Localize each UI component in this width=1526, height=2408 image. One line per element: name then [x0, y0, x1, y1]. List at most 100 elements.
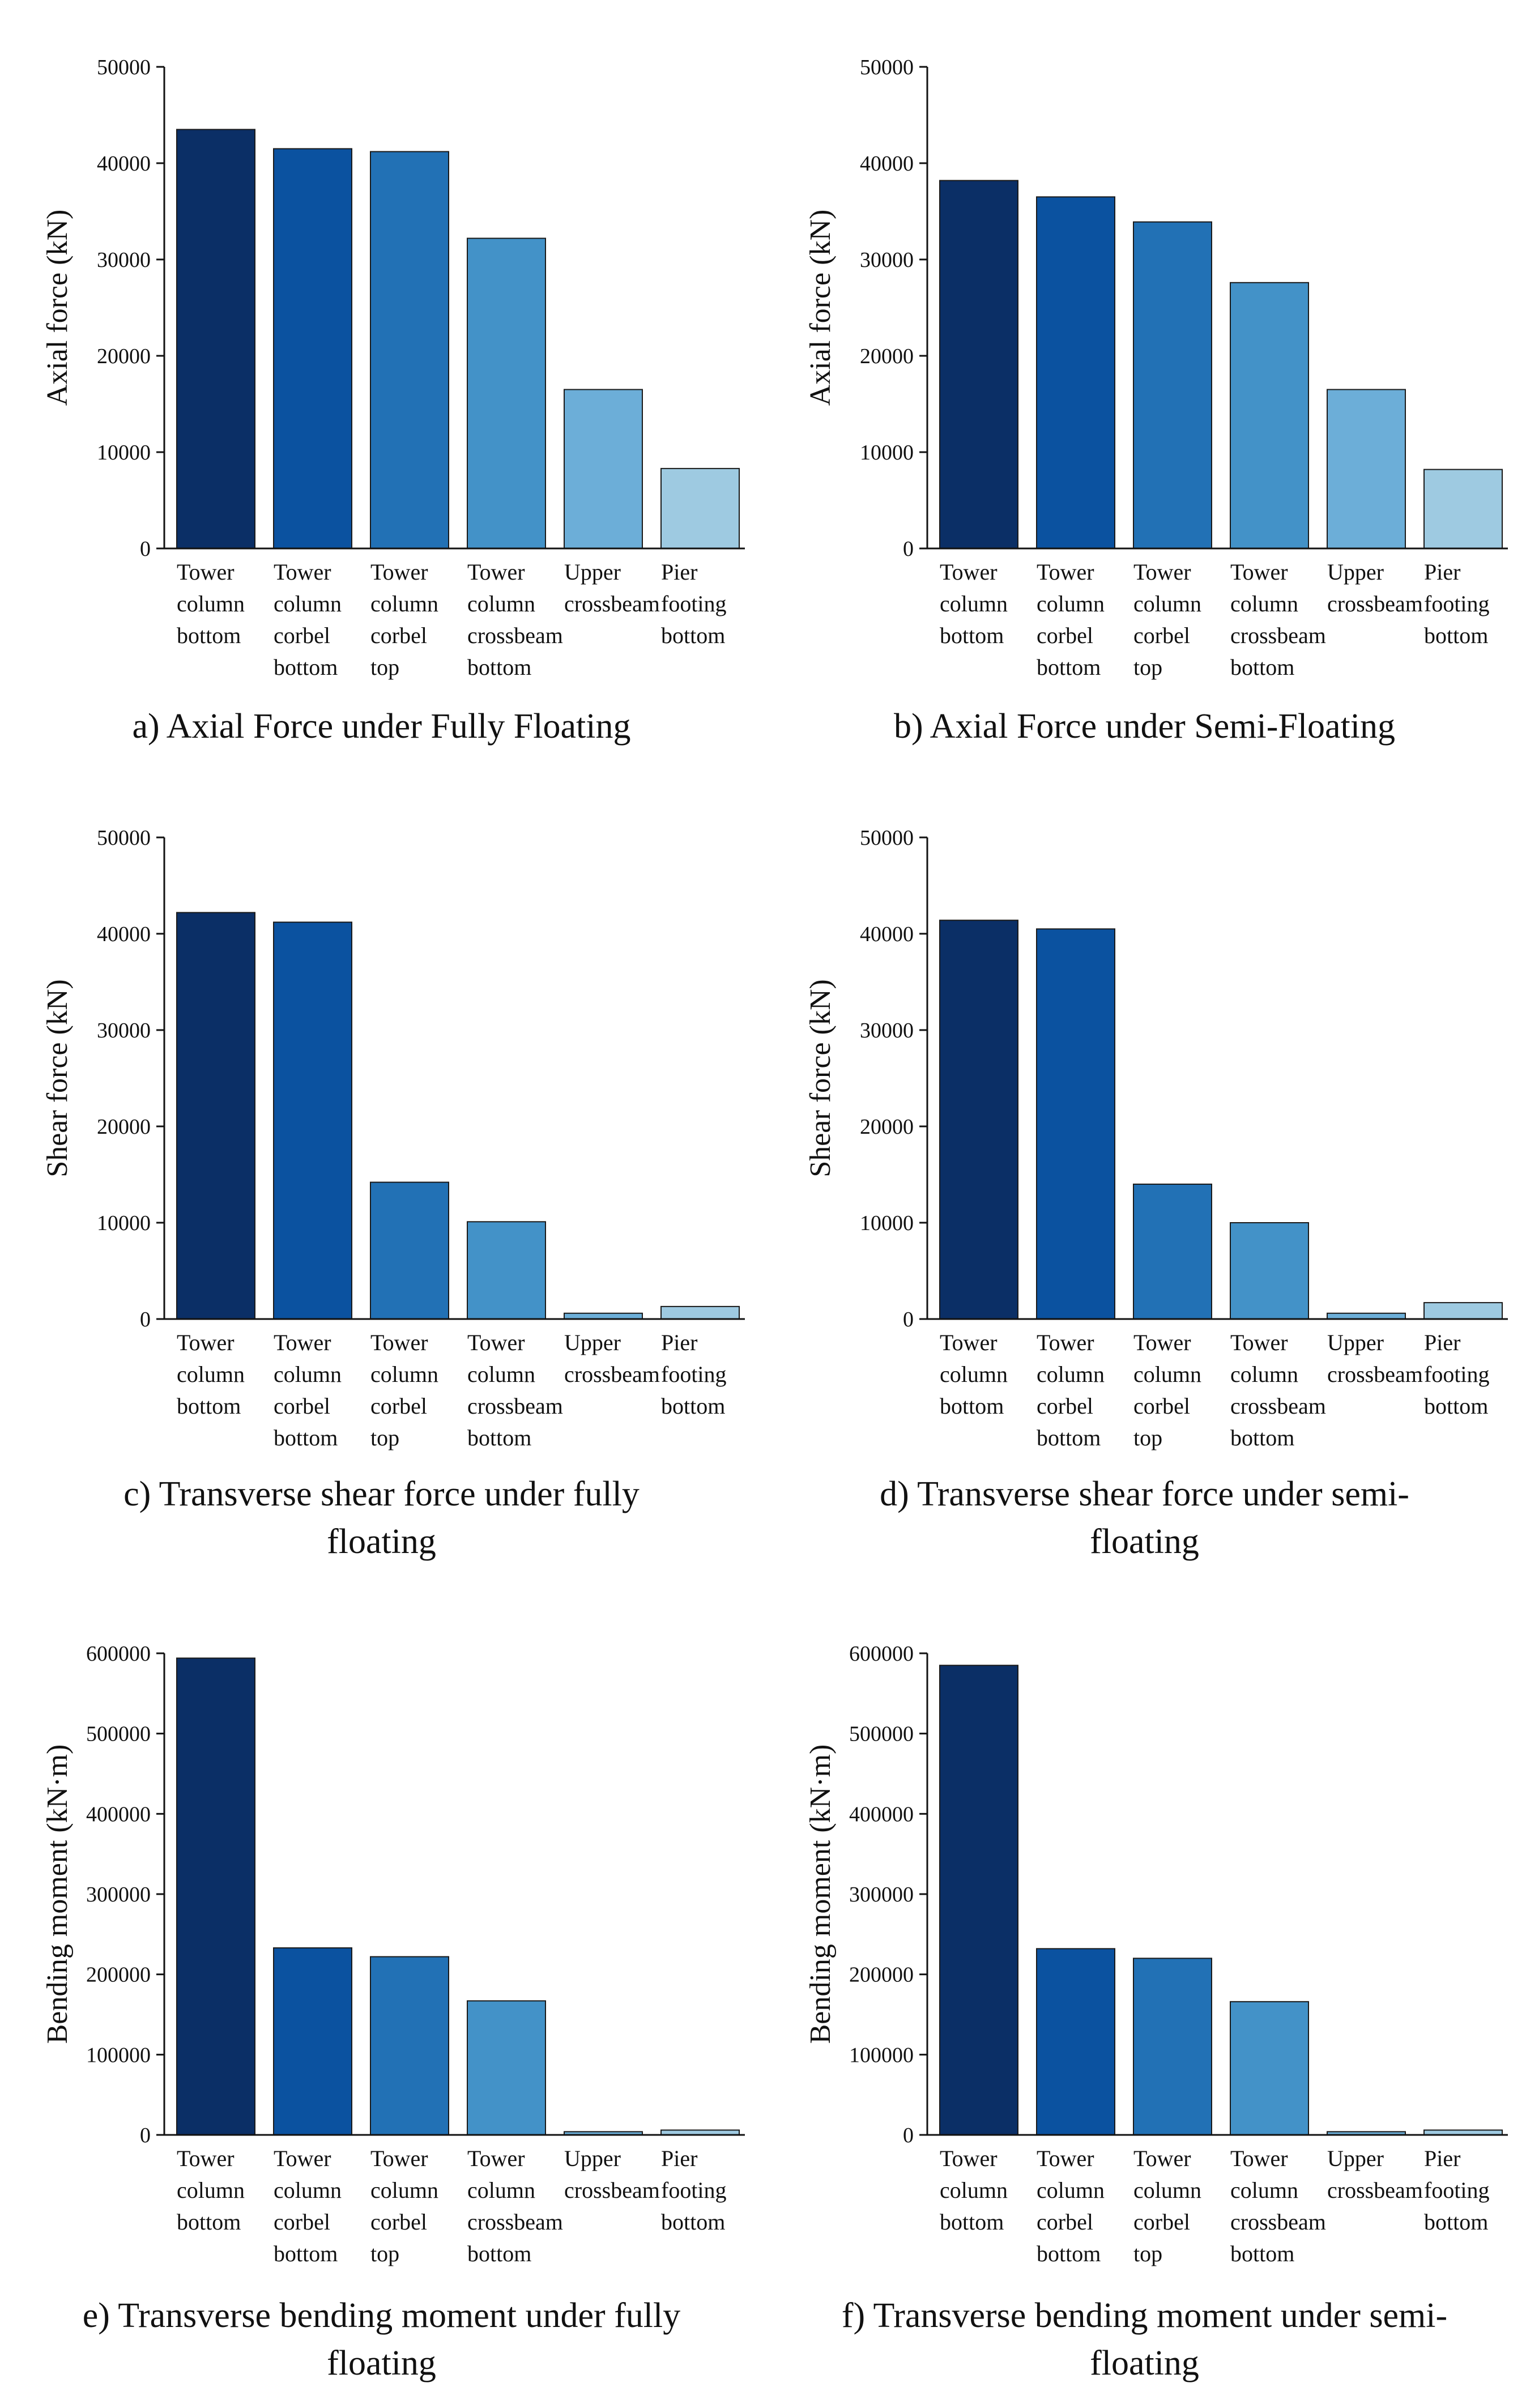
- x-category-label-d-5: Upper crossbeam: [1327, 1330, 1423, 1387]
- bar-chart-b: 0 10000 20000 30000 40000 50000 Axial force (k…: [804, 56, 1508, 680]
- x-category-label-c-4: Tower column crossbeam bottom: [467, 1330, 563, 1450]
- chart-panel-e: 0 100000 200000 300000 400000 500000 600000 Ben…: [0, 1586, 763, 2408]
- x-category-label-e-4: Tower column crossbeam bottom: [467, 2146, 563, 2266]
- y-axis-label-f: Bending moment (kN·m): [804, 1745, 837, 2044]
- x-category-label-a-6: Pier footing bottom: [661, 559, 727, 648]
- x-category-label-d-6: Pier footing bottom: [1424, 1330, 1490, 1419]
- y-tick-label-d: 50000: [860, 826, 914, 850]
- x-category-label-b-2: Tower column corbel bottom: [1037, 559, 1105, 680]
- x-category-label-c-1: Tower column bottom: [177, 1330, 245, 1419]
- bar-e-4: [467, 2000, 546, 2136]
- x-category-label-c-3: Tower column corbel top: [370, 1330, 438, 1450]
- y-tick-label-c: 40000: [97, 922, 151, 946]
- x-category-label-f-5: Upper crossbeam: [1327, 2146, 1423, 2203]
- y-axis-label-d: Shear force (kN): [804, 979, 837, 1177]
- x-category-label-a-3: Tower column corbel top: [370, 559, 438, 680]
- bar-b-2: [1036, 196, 1115, 549]
- y-tick-label-d: 0: [903, 1308, 914, 1331]
- x-category-label-e-3: Tower column corbel top: [370, 2146, 438, 2266]
- bar-c-2: [273, 921, 352, 1320]
- x-category-label-b-5: Upper crossbeam: [1327, 559, 1423, 616]
- y-tick-label-c: 30000: [97, 1019, 151, 1043]
- chart-panel-a: 0 10000 20000 30000 40000 50000 Axial force (k…: [0, 0, 763, 771]
- bar-e-3: [370, 1956, 449, 2135]
- x-category-label-e-1: Tower column bottom: [177, 2146, 245, 2235]
- x-category-label-f-6: Pier footing bottom: [1424, 2146, 1490, 2235]
- y-tick-label-f: 0: [903, 2124, 914, 2147]
- y-tick-label-f: 400000: [849, 1802, 914, 1826]
- chart-caption-a: a) Axial Force under Fully Floating: [132, 707, 631, 746]
- y-tick-label-a: 50000: [97, 56, 151, 79]
- bar-f-1: [939, 1665, 1018, 2135]
- y-tick-label-f: 500000: [849, 1722, 914, 1746]
- chart-caption-e: e) Transverse bending moment under fully…: [82, 2296, 681, 2383]
- bar-d-2: [1036, 928, 1115, 1320]
- x-category-label-a-5: Upper crossbeam: [564, 559, 660, 616]
- y-axis-label-e: Bending moment (kN·m): [41, 1745, 74, 2044]
- chart-caption-b: b) Axial Force under Semi-Floating: [893, 707, 1396, 746]
- x-category-label-d-4: Tower column crossbeam bottom: [1230, 1330, 1326, 1450]
- x-category-label-e-6: Pier footing bottom: [661, 2146, 727, 2235]
- x-category-label-a-2: Tower column corbel bottom: [274, 559, 342, 680]
- y-tick-label-c: 20000: [97, 1115, 151, 1139]
- y-tick-label-b: 10000: [860, 441, 914, 465]
- chart-panel-d: 0 10000 20000 30000 40000 50000 Shear force (k…: [763, 771, 1526, 1586]
- y-tick-label-a: 0: [140, 537, 151, 561]
- x-category-label-c-6: Pier footing bottom: [661, 1330, 727, 1419]
- y-axis-label-b: Axial force (kN): [804, 210, 837, 406]
- bar-e-2: [273, 1947, 352, 2136]
- bar-d-3: [1133, 1184, 1212, 1320]
- bar-d-1: [939, 920, 1018, 1320]
- y-tick-label-b: 40000: [860, 152, 914, 176]
- chart-caption-f: f) Transverse bending moment under semi-…: [841, 2296, 1448, 2383]
- x-category-label-e-2: Tower column corbel bottom: [274, 2146, 342, 2266]
- bar-a-3: [370, 151, 449, 550]
- y-tick-label-b: 50000: [860, 56, 914, 79]
- chart-caption-c: c) Transverse shear force under fully fl…: [123, 1475, 640, 1561]
- y-tick-label-e: 0: [140, 2124, 151, 2147]
- y-tick-label-e: 300000: [86, 1883, 151, 1907]
- x-category-label-b-3: Tower column corbel top: [1133, 559, 1201, 680]
- x-category-label-d-2: Tower column corbel bottom: [1037, 1330, 1105, 1450]
- bar-b-1: [939, 180, 1018, 550]
- bar-chart-f: 0 100000 200000 300000 400000 500000 600000 Ben…: [804, 1642, 1508, 2266]
- bar-f-4: [1230, 2001, 1309, 2135]
- bar-d-4: [1230, 1222, 1309, 1320]
- chart-panel-b: 0 10000 20000 30000 40000 50000 Axial force (k…: [763, 0, 1526, 771]
- bar-b-3: [1133, 221, 1212, 549]
- x-category-label-b-1: Tower column bottom: [940, 559, 1008, 648]
- bar-c-1: [176, 912, 255, 1320]
- x-category-label-c-2: Tower column corbel bottom: [274, 1330, 342, 1450]
- x-category-label-a-4: Tower column crossbeam bottom: [467, 559, 563, 680]
- x-category-label-f-3: Tower column corbel top: [1133, 2146, 1201, 2266]
- x-category-label-d-3: Tower column corbel top: [1133, 1330, 1201, 1450]
- x-category-label-f-4: Tower column crossbeam bottom: [1230, 2146, 1326, 2266]
- bar-chart-a: 0 10000 20000 30000 40000 50000 Axial force (k…: [41, 56, 745, 680]
- y-tick-label-a: 20000: [97, 344, 151, 368]
- chart-caption-d: d) Transverse shear force under semi-flo…: [880, 1475, 1409, 1561]
- x-category-label-b-6: Pier footing bottom: [1424, 559, 1490, 648]
- bar-a-1: [176, 129, 255, 549]
- y-tick-label-e: 200000: [86, 1963, 151, 1987]
- bar-b-6: [1423, 469, 1503, 549]
- bar-d-5: [1327, 1312, 1406, 1320]
- y-tick-label-e: 400000: [86, 1802, 151, 1826]
- bar-b-4: [1230, 282, 1309, 549]
- bar-c-5: [564, 1312, 643, 1320]
- y-axis-label-a: Axial force (kN): [41, 210, 74, 406]
- y-tick-label-a: 30000: [97, 248, 151, 272]
- y-tick-label-f: 100000: [849, 2043, 914, 2067]
- y-tick-label-e: 100000: [86, 2043, 151, 2067]
- x-category-label-f-1: Tower column bottom: [940, 2146, 1008, 2235]
- y-tick-label-b: 20000: [860, 344, 914, 368]
- y-tick-label-f: 200000: [849, 1963, 914, 1987]
- x-category-label-c-5: Upper crossbeam: [564, 1330, 660, 1387]
- bar-chart-d: 0 10000 20000 30000 40000 50000 Shear force (k…: [804, 826, 1508, 1450]
- bar-chart-c: 0 10000 20000 30000 40000 50000 Shear force (k…: [41, 826, 745, 1450]
- y-tick-label-c: 0: [140, 1308, 151, 1331]
- bar-b-5: [1327, 389, 1406, 549]
- y-tick-label-d: 40000: [860, 922, 914, 946]
- y-tick-label-b: 0: [903, 537, 914, 561]
- y-tick-label-d: 10000: [860, 1211, 914, 1235]
- chart-panel-f: 0 100000 200000 300000 400000 500000 600000 Ben…: [763, 1586, 1526, 2408]
